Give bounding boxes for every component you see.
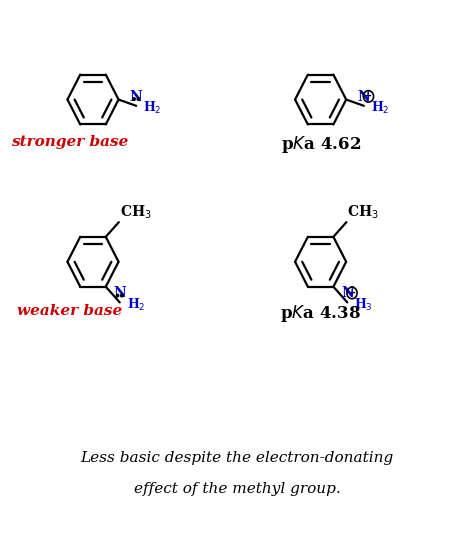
Text: CH$_3$: CH$_3$ [347, 203, 379, 221]
Text: N: N [113, 286, 126, 300]
Text: N: N [341, 286, 354, 300]
Text: effect of the methyl group.: effect of the methyl group. [134, 482, 340, 497]
Text: p$\mathit{K}$a 4.62: p$\mathit{K}$a 4.62 [281, 134, 361, 154]
Text: H$_2$: H$_2$ [371, 100, 389, 116]
Text: Less basic despite the electron-donating: Less basic despite the electron-donating [81, 451, 393, 465]
Text: stronger base: stronger base [11, 136, 128, 150]
Text: +: + [365, 91, 373, 101]
Text: N: N [130, 90, 143, 104]
Text: H$_2$: H$_2$ [143, 100, 162, 116]
Text: H$_2$: H$_2$ [127, 296, 145, 312]
Text: +: + [348, 288, 356, 298]
Text: weaker base: weaker base [17, 304, 122, 318]
Circle shape [137, 98, 139, 100]
Text: H$_3$: H$_3$ [354, 296, 373, 312]
Circle shape [121, 294, 123, 297]
Circle shape [133, 98, 135, 100]
Text: p$\mathit{K}$a 4.38: p$\mathit{K}$a 4.38 [280, 303, 361, 324]
Text: N: N [357, 90, 370, 104]
Text: CH$_3$: CH$_3$ [120, 203, 151, 221]
Circle shape [117, 294, 119, 297]
